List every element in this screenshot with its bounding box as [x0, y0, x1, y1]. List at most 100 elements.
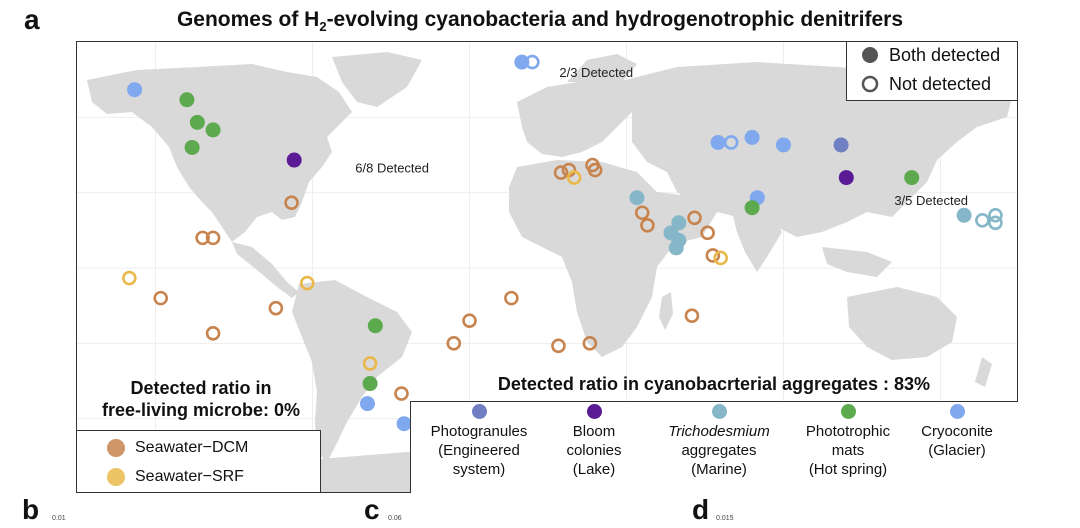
data-point-tricho — [988, 207, 1003, 223]
data-point-cryo — [524, 54, 540, 70]
data-point-srf — [122, 270, 137, 286]
panel-label-d: d — [692, 494, 710, 525]
srf-swatch-icon — [107, 468, 125, 486]
filled-circle-icon — [862, 47, 878, 63]
data-point-cryo — [710, 134, 726, 150]
data-point-dcm — [205, 325, 221, 341]
dcm-swatch-icon — [107, 439, 125, 457]
landmass-se-asia-islands — [822, 247, 892, 277]
data-point-tricho — [629, 190, 645, 206]
legend-seawater-dcm: Seawater−DCM — [105, 437, 248, 459]
data-point-dcm — [446, 336, 462, 351]
legend-item-line: aggregates — [681, 442, 757, 459]
data-point-srf — [362, 356, 378, 371]
panel-label-c: c — [364, 494, 380, 525]
bloom-swatch-icon — [586, 404, 602, 419]
data-point-cryo — [359, 396, 375, 412]
landmass-africa — [509, 160, 682, 357]
seawater-legend: Seawater−DCM Seawater−SRF — [76, 430, 321, 493]
data-point-bloom — [286, 152, 302, 168]
landmass-central-america — [232, 242, 299, 298]
landmass-australia — [847, 287, 957, 360]
landmass-madagascar — [659, 292, 673, 330]
landmass-new-zealand — [975, 357, 992, 387]
legend-item-tricho: Trichodesmium aggregates (Marine) — [649, 404, 789, 479]
detected-annotations: 2/3 Detected 6/8 Detected 3/5 Detected — [355, 65, 968, 208]
title-prefix: Genomes of H — [176, 8, 320, 31]
annotation-detected: 6/8 Detected — [355, 161, 429, 176]
data-point-mats — [205, 122, 221, 138]
aggregates-ratio: Detected ratio in cyanobacrterial aggreg… — [497, 374, 931, 394]
data-point-mats — [744, 200, 760, 216]
data-point-dcm — [551, 338, 566, 354]
legend-item-line: system) — [452, 461, 506, 478]
data-point-mats — [184, 139, 200, 155]
landmass-japan — [881, 152, 899, 192]
data-point-dcm — [462, 313, 477, 329]
panel-d-tick: 0.015 — [716, 515, 734, 522]
data-point-dcm — [284, 195, 299, 211]
legend-both-label: Both detected — [889, 44, 1001, 65]
legend-not-detected: Not detected — [859, 73, 991, 95]
data-point-srf — [713, 250, 729, 266]
legend-dcm-label: Seawater−DCM — [135, 439, 249, 456]
free-living-ratio: Detected ratio in free-living microbe: 0… — [96, 377, 306, 421]
legend-item-line: (Lake) — [572, 461, 616, 478]
title-subscript: 2 — [319, 19, 327, 35]
tricho-swatch-icon — [711, 404, 727, 419]
panel-c-tick: 0.06 — [388, 515, 402, 522]
landmass-europe — [517, 80, 637, 157]
landmass-greenland — [332, 52, 422, 107]
legend-item-cryo: Cryoconite (Glacier) — [907, 404, 1007, 460]
data-point-mats — [362, 376, 378, 392]
data-point-tricho — [988, 215, 1003, 231]
panel-label-a: a — [24, 4, 40, 35]
title-suffix: -evolving cyanobacteria and hydrogenotro… — [326, 8, 904, 31]
data-point-tricho — [956, 207, 972, 223]
legend-item-bloom: Bloom colonies (Lake) — [539, 404, 649, 479]
landmass-scandinavia — [567, 54, 637, 82]
legend-seawater-srf: Seawater−SRF — [105, 466, 244, 488]
legend-item-line: Trichodesmium — [668, 423, 770, 440]
legend-srf-label: Seawater−SRF — [135, 468, 244, 485]
sample-points — [122, 54, 1003, 432]
data-point-tricho — [668, 240, 684, 256]
landmass-north-america — [87, 64, 352, 242]
legend-both-detected: Both detected — [859, 44, 1000, 66]
data-point-mats — [367, 318, 383, 334]
legend-item-line: mats — [831, 442, 865, 459]
photogranules-swatch-icon — [471, 404, 487, 419]
free-living-ratio-line2: free-living microbe: 0% — [101, 400, 301, 420]
landmass-india — [732, 212, 782, 272]
data-point-dcm — [553, 165, 569, 180]
legend-item-mats: Phototrophic mats (Hot spring) — [789, 404, 907, 479]
data-point-dcm — [205, 230, 221, 246]
annotation-detected: 2/3 Detected — [559, 65, 633, 80]
panel-b-tick: 0.01 — [52, 515, 66, 522]
data-point-dcm — [587, 162, 603, 178]
data-point-cryo — [396, 416, 412, 432]
data-point-tricho — [671, 215, 687, 231]
annotation-detected: 3/5 Detected — [894, 193, 968, 208]
legend-item-photogranules: Photogranules (Engineered system) — [419, 404, 539, 479]
panel-label-b: b — [22, 494, 40, 525]
data-point-dcm — [634, 205, 650, 221]
data-point-dcm — [687, 210, 702, 226]
cryo-swatch-icon — [949, 404, 965, 419]
data-point-dcm — [684, 308, 700, 324]
data-point-dcm — [268, 300, 284, 316]
data-point-dcm — [504, 290, 519, 306]
data-point-dcm — [640, 218, 655, 233]
landmass-asia — [617, 62, 1012, 237]
data-point-cryo — [776, 137, 791, 153]
hollow-circle-icon — [861, 75, 879, 93]
data-point-dcm — [153, 290, 169, 306]
legend-item-line: Cryoconite — [921, 423, 993, 440]
free-living-ratio-line1: Detected ratio in — [130, 378, 272, 398]
data-point-mats — [189, 114, 205, 130]
data-point-dcm — [394, 386, 409, 401]
data-point-cryo — [514, 54, 530, 70]
data-point-cryo — [723, 135, 739, 150]
legend-item-line: (Engineered — [438, 442, 520, 459]
data-point-dcm — [195, 230, 210, 246]
